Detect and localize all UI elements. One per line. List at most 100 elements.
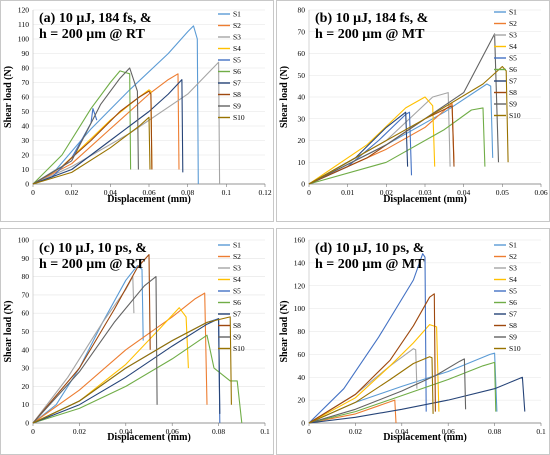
legend-label-S4: S4 <box>509 275 517 284</box>
legend-label-S6: S6 <box>233 298 241 307</box>
y-tick-label: 80 <box>298 327 306 336</box>
x-tick-label: 0.04 <box>104 188 117 197</box>
series-line-S9 <box>32 67 139 185</box>
x-tick-label: 0.1 <box>536 427 546 436</box>
y-tick-label: 80 <box>298 6 306 15</box>
x-tick-label: 0.02 <box>349 427 362 436</box>
series-line-S7 <box>308 376 526 424</box>
x-tick-label: 0 <box>31 188 35 197</box>
y-tick-label: 20 <box>298 136 306 145</box>
y-tick-label: 40 <box>22 345 30 354</box>
legend-label-S1: S1 <box>233 241 241 250</box>
legend-label-S10: S10 <box>509 344 521 353</box>
y-tick-label: 50 <box>22 107 30 116</box>
series-line-S8 <box>32 254 151 424</box>
x-tick-label: 0.1 <box>222 188 232 197</box>
y-axis-title: Shear load (N) <box>3 300 14 362</box>
x-tick-label: 0 <box>307 188 311 197</box>
y-tick-label: 110 <box>18 20 29 29</box>
y-tick-label: 30 <box>298 114 306 123</box>
legend-label-S1: S1 <box>509 8 517 17</box>
series-line-S2 <box>308 399 397 424</box>
legend-label-S9: S9 <box>233 333 241 342</box>
legend-label-S4: S4 <box>233 44 241 53</box>
series-line-S4 <box>308 96 436 185</box>
legend-label-S5: S5 <box>509 287 517 296</box>
series-line-S8 <box>32 90 153 185</box>
y-axis-title: Shear load (N) <box>279 66 290 128</box>
y-tick-label: 20 <box>22 382 30 391</box>
y-tick-label: 50 <box>22 327 30 336</box>
x-tick-label: 0.04 <box>395 427 408 436</box>
x-tick-label: 0.02 <box>73 427 86 436</box>
series-line-S7 <box>32 79 184 185</box>
series-line-S6 <box>308 361 497 424</box>
chart-panel-2: 0 10 20 30 40 50 60 70 80 90 100 0 0.02 0.04 0.06 0.08 0… <box>3 236 270 444</box>
series-line-S9 <box>308 358 467 424</box>
y-tick-label: 60 <box>22 309 30 318</box>
x-tick-label: 0.06 <box>442 427 455 436</box>
legend-label-S3: S3 <box>509 264 517 273</box>
y-tick-label: 100 <box>18 35 30 44</box>
y-tick-label: 40 <box>298 93 306 102</box>
y-tick-label: 30 <box>22 364 30 373</box>
series-line-S6 <box>32 334 243 424</box>
legend-label-S3: S3 <box>233 33 241 42</box>
y-tick-label: 120 <box>294 281 306 290</box>
legend-label-S2: S2 <box>509 19 517 28</box>
legend-label-S1: S1 <box>233 10 241 19</box>
x-tick-label: 0.04 <box>119 427 132 436</box>
y-tick-label: 160 <box>294 236 306 245</box>
y-tick-label: 140 <box>294 258 306 267</box>
series-line-S10 <box>308 65 509 185</box>
x-axis-title: Displacement (mm) <box>383 194 467 205</box>
chart-panel-1: 0 10 20 30 40 50 60 70 80 0 0.01 0.02 0.03 0.04 0.05 0.… <box>279 6 548 206</box>
x-tick-label: 0.05 <box>496 188 509 197</box>
legend-label-S5: S5 <box>233 56 241 65</box>
legend-label-S1: S1 <box>509 241 517 250</box>
chart-panel-3: 0 20 40 60 80 100 120 140 160 0 0.02 0.04 0.06 0.08 0.… <box>279 236 546 444</box>
y-tick-label: 50 <box>298 71 306 80</box>
panel-title-line-2: h = 200 μm @ RT <box>39 257 146 272</box>
y-tick-label: 0 <box>25 419 29 428</box>
x-axis-title: Displacement (mm) <box>107 432 191 443</box>
y-tick-label: 80 <box>22 272 30 281</box>
y-tick-label: 30 <box>22 136 30 145</box>
x-tick-label: 0.03 <box>418 188 431 197</box>
x-tick-label: 0.01 <box>341 188 354 197</box>
legend-label-S3: S3 <box>233 264 241 273</box>
legend-label-S6: S6 <box>233 67 241 76</box>
y-tick-label: 10 <box>22 400 30 409</box>
legend-label-S7: S7 <box>509 310 517 319</box>
legend-label-S6: S6 <box>509 65 517 74</box>
y-tick-label: 70 <box>22 290 30 299</box>
series-line-S9 <box>308 33 500 185</box>
legend-label-S9: S9 <box>509 100 517 109</box>
x-tick-label: 0.1 <box>260 427 270 436</box>
y-tick-label: 40 <box>22 122 30 131</box>
legend-label-S2: S2 <box>509 252 517 261</box>
series-line-S1 <box>32 265 144 424</box>
series-line-S10 <box>32 116 151 185</box>
y-tick-label: 90 <box>22 254 30 263</box>
x-tick-label: 0.02 <box>65 188 78 197</box>
legend-label-S8: S8 <box>509 88 517 97</box>
series-line-S5 <box>308 253 427 424</box>
legend-label-S7: S7 <box>233 310 241 319</box>
x-tick-label: 0.04 <box>457 188 470 197</box>
panel-title-line-1: (b) 10 μJ, 184 fs, & <box>315 11 428 26</box>
chart-panel-0: 0 10 20 30 40 50 60 70 80 90 100 110 120 0 0.02 0.04 0.0… <box>3 6 272 206</box>
x-axis-title: Displacement (mm) <box>383 432 467 443</box>
y-tick-label: 0 <box>301 419 305 428</box>
x-tick-label: 0 <box>307 427 311 436</box>
series-line-S4 <box>308 324 440 424</box>
series-line-S1 <box>32 25 199 185</box>
x-tick-label: 0.08 <box>181 188 194 197</box>
series-line-S10 <box>32 316 232 424</box>
x-tick-label: 0.06 <box>166 427 179 436</box>
legend-label-S10: S10 <box>509 111 521 120</box>
panel-title-line-2: h = 200 μm @ MT <box>315 257 425 272</box>
y-tick-label: 120 <box>18 6 30 15</box>
y-tick-label: 0 <box>301 180 305 189</box>
